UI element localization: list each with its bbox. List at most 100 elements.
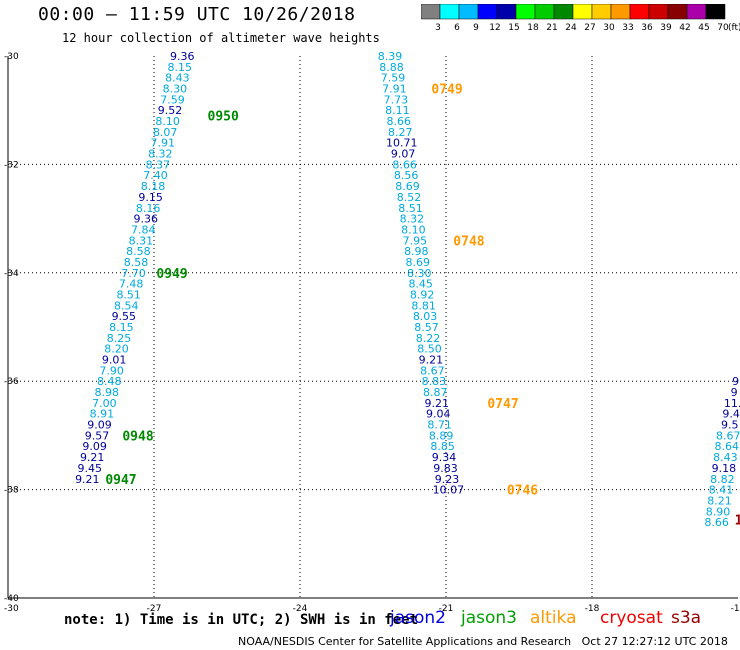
wave-height-value: 8.67 [716, 429, 740, 442]
wave-height-value: 9.09 [82, 440, 107, 453]
wave-height-value: 9.23 [435, 473, 460, 486]
wave-height-value: 8.69 [395, 180, 420, 193]
wave-height-value: 8.71 [427, 419, 452, 432]
colorbar-unit: (ft) [728, 23, 740, 33]
legend-altika: altika [530, 608, 577, 628]
wave-height-value: 8.52 [397, 191, 422, 204]
wave-height-value: 10.71 [386, 137, 418, 150]
wave-height-value: 9.36 [170, 50, 195, 63]
wave-height-value: 9.04 [426, 408, 451, 421]
colorbar-label: 9 [473, 23, 479, 33]
wave-height-value: 9.21 [425, 397, 450, 410]
wave-height-value: 8.10 [401, 223, 426, 236]
wave-height-value: 9.18 [712, 462, 737, 475]
wave-height-value: 8.57 [414, 321, 439, 334]
y-tick-label: -34 [4, 269, 19, 279]
colorbar-label: 33 [622, 23, 633, 33]
wave-height-value: 8.15 [109, 321, 134, 334]
wave-height-value: 9.52 [158, 104, 183, 117]
wave-height-value: 8.48 [97, 375, 122, 388]
pass-time-label: 0950 [208, 110, 239, 125]
wave-height-value: 8.54 [114, 299, 139, 312]
colorbar-label: 36 [641, 23, 653, 33]
wave-height-value: 7.91 [382, 83, 407, 96]
wave-height-value: 9.15 [138, 191, 163, 204]
colorbar-label: 3 [435, 23, 441, 33]
y-tick-label: -40 [4, 594, 19, 604]
wave-height-value: 7.00 [92, 397, 117, 410]
wave-height-value: 8.03 [413, 310, 438, 323]
wave-height-value: 8.20 [104, 343, 129, 356]
wave-height-value: 8.37 [146, 158, 171, 171]
pass-time-label: 0948 [122, 429, 153, 444]
x-tick-label: -18 [585, 604, 600, 614]
wave-height-value: 8.98 [404, 245, 429, 258]
wave-height-value: 8.82 [710, 473, 735, 486]
wave-height-value: 8.30 [407, 267, 432, 280]
wave-height-value: 9.09 [87, 419, 112, 432]
wave-height-value: 7.59 [381, 72, 406, 85]
wave-height-value: 8.69 [406, 256, 431, 269]
wave-height-value: 8.66 [392, 158, 417, 171]
wave-height-value: 9.4 [722, 408, 740, 421]
wave-height-value: 7.40 [143, 169, 168, 182]
wave-height-value: 8.51 [398, 202, 423, 215]
x-tick-label: -27 [147, 604, 162, 614]
wave-height-value: 8.66 [387, 115, 412, 128]
wave-height-value: 8.67 [420, 364, 445, 377]
x-tick-label: -15 [731, 604, 740, 614]
wave-height-value: 8.41 [709, 484, 734, 497]
wave-height-value: 9.36 [133, 213, 158, 226]
wave-height-value: 8.07 [153, 126, 178, 139]
wave-height-value: 9.21 [75, 473, 100, 486]
wave-height-value: 7.84 [131, 223, 156, 236]
colorbar-label: 30 [603, 23, 615, 33]
pass-time-label: 0947 [105, 473, 136, 488]
wave-height-value: 9.5 [721, 419, 739, 432]
wave-height-value: 8.88 [379, 61, 404, 74]
wave-height-value: 7.70 [121, 267, 146, 280]
units-note: note: 1) Time is in UTC; 2) SWH is in fe… [64, 612, 419, 628]
pass-time-label: 0749 [431, 83, 462, 98]
credit-line: NOAA/NESDIS Center for Satellite Applica… [238, 635, 728, 648]
legend-jason2: jason2 [390, 608, 446, 628]
wave-height-value: 8.30 [163, 83, 188, 96]
wave-height-value: 9.45 [78, 462, 103, 475]
wave-height-value: 9.57 [85, 429, 110, 442]
colorbar-swatch [705, 4, 726, 20]
wave-height-value: 8.91 [90, 408, 115, 421]
wave-height-value: 9.07 [391, 148, 416, 161]
x-tick-label: -24 [293, 604, 308, 614]
colorbar-label: 21 [546, 23, 557, 33]
wave-height-value: 10.07 [433, 484, 465, 497]
wave-height-value: 8.58 [126, 245, 151, 258]
colorbar-label: 6 [454, 23, 460, 33]
wave-height-value: 9.34 [432, 451, 457, 464]
wave-height-value: 7.91 [151, 137, 176, 150]
colorbar-label: 45 [698, 23, 709, 33]
wave-height-value: 8.87 [423, 386, 448, 399]
colorbar-label: 27 [584, 23, 595, 33]
wave-height-value: 8.85 [430, 440, 455, 453]
y-tick-label: -36 [4, 377, 19, 387]
pass-time-label: 0746 [507, 484, 538, 499]
colorbar-label: 42 [679, 23, 690, 33]
wave-height-value: 11. [724, 397, 740, 410]
colorbar-label: 24 [565, 23, 577, 33]
wave-height-value: 7.73 [384, 93, 409, 106]
wave-height-value: 8.45 [408, 278, 433, 291]
wave-height-value: 8.15 [168, 61, 193, 74]
legend-cryosat: cryosat [600, 608, 663, 628]
y-tick-label: -32 [4, 160, 19, 170]
wave-height-value: 8.90 [706, 505, 731, 518]
colorbar-label: 12 [489, 23, 500, 33]
wave-height-value: 9.01 [102, 354, 127, 367]
wave-height-value: 8.21 [707, 494, 732, 507]
wave-height-value: 8.43 [713, 451, 738, 464]
wave-height-value: 7.90 [99, 364, 124, 377]
wave-height-value: 8.25 [107, 332, 132, 345]
wave-height-value: 7.48 [119, 278, 144, 291]
chart-title: 00:00 – 11:59 UTC 10/26/2018 [38, 4, 356, 25]
